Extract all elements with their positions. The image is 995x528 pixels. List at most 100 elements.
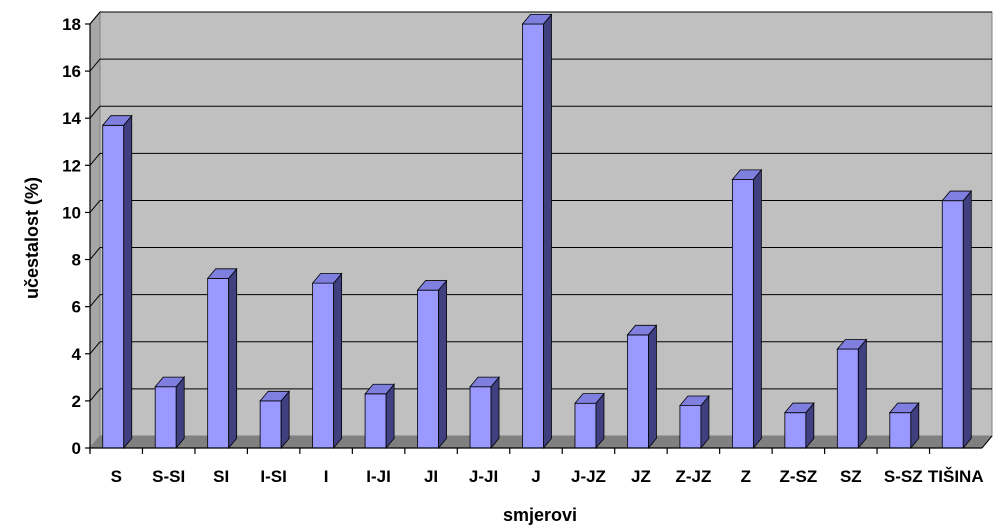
bar-top [206, 268, 238, 279]
bar-front [627, 334, 649, 449]
bar-front [102, 124, 125, 449]
y-tick-label: 16 [62, 62, 81, 81]
bar-front [469, 386, 492, 449]
y-axis-title: učestalost (%) [22, 177, 42, 299]
gridline-diagonal [89, 294, 101, 307]
gridline-diagonal [89, 200, 101, 213]
bar-front [312, 282, 335, 449]
x-tick-label: Z [741, 467, 751, 486]
bar-top [888, 402, 920, 414]
bar-front [784, 412, 807, 449]
bar-side [857, 338, 867, 450]
y-tick-label: 0 [72, 439, 81, 458]
bar-side [228, 267, 238, 450]
bar-side [543, 13, 552, 450]
x-tick-label: S-SI [152, 467, 185, 486]
axes [85, 23, 993, 454]
bar [679, 394, 710, 450]
bar-top [154, 376, 186, 388]
y-tick-label: 6 [72, 298, 81, 317]
y-tick-label: 8 [72, 251, 81, 270]
x-tick-label: S [111, 467, 122, 486]
y-tick-label: 18 [62, 15, 81, 34]
bar-front [154, 386, 177, 449]
bar-front [364, 393, 387, 449]
bar [416, 279, 448, 450]
y-tick-label: 4 [72, 345, 82, 364]
x-tick-label: J [531, 467, 540, 486]
bar-front [941, 200, 964, 449]
side-wall [89, 10, 101, 450]
y-tick-labels: 0 2 4 6 8 10 12 14 16 18 [62, 15, 81, 458]
gridline-diagonal [89, 11, 101, 25]
bar-side [962, 189, 972, 450]
bar-side [123, 114, 133, 450]
bar-front [679, 405, 702, 449]
bar-top [783, 402, 815, 414]
x-tick-label: SI [213, 467, 229, 486]
x-tick-label: SZ [840, 467, 862, 486]
bar [364, 383, 395, 450]
bar-side [490, 376, 500, 450]
bar-side [438, 279, 447, 450]
x-tick-label: J-JZ [571, 467, 606, 486]
bar-top [836, 339, 868, 350]
x-tick-label: I [324, 467, 329, 486]
bar-side [752, 168, 762, 450]
x-tick-label: Z-SZ [779, 467, 817, 486]
bar-top [469, 376, 500, 388]
bar-top [574, 393, 605, 404]
bar-front [259, 400, 282, 449]
bar [469, 376, 500, 450]
bar-front [207, 277, 230, 449]
x-tick-label: TIŠINA [928, 467, 984, 486]
bar-front [417, 289, 439, 449]
bar [206, 267, 238, 450]
bar [941, 189, 973, 450]
bar [259, 390, 291, 450]
bar-top [679, 395, 710, 407]
gridline-diagonal [89, 388, 101, 402]
x-tick-label: J-JI [469, 467, 498, 486]
bar [731, 168, 763, 450]
bar-top [731, 169, 763, 180]
y-tick-label: 12 [62, 156, 81, 175]
bar-front [731, 179, 754, 449]
bar-top [626, 324, 658, 336]
gridline-diagonal [89, 105, 101, 119]
bar-front [889, 412, 912, 449]
bar-top [364, 383, 395, 395]
bar [521, 13, 553, 450]
bar-top [941, 190, 973, 202]
gridline-diagonal [89, 58, 101, 72]
bar-front [574, 402, 597, 449]
bar-top [101, 115, 133, 126]
bar [154, 376, 186, 450]
bar [783, 401, 815, 450]
bar-top [521, 13, 553, 25]
bar-front [522, 23, 544, 449]
bar [888, 401, 920, 450]
bar [626, 324, 658, 450]
bar-top [416, 280, 448, 291]
bar-top [311, 273, 343, 284]
bar [311, 272, 343, 450]
x-tick-label: I-JI [366, 467, 391, 486]
x-axis-title: smjerovi [503, 505, 577, 525]
gridline-diagonal [89, 153, 101, 166]
y-tick-label: 10 [62, 203, 81, 222]
floor-edge [981, 435, 993, 449]
bar [836, 338, 868, 450]
bar [101, 114, 133, 450]
x-tick-labels: S S-SI SI I-SI I I-JI JI J-JI J J-JZ JZ Z-JZ Z Z-SZ SZ… [111, 467, 984, 486]
bar-front [836, 348, 859, 449]
bar-side [175, 376, 185, 450]
bar-side [648, 324, 657, 450]
x-tick-label: I-SI [260, 467, 286, 486]
bar-side [333, 272, 343, 450]
bar [574, 392, 605, 450]
bars [101, 13, 973, 450]
x-tick-label: S-SZ [884, 467, 923, 486]
y-tick-label: 14 [62, 109, 81, 128]
